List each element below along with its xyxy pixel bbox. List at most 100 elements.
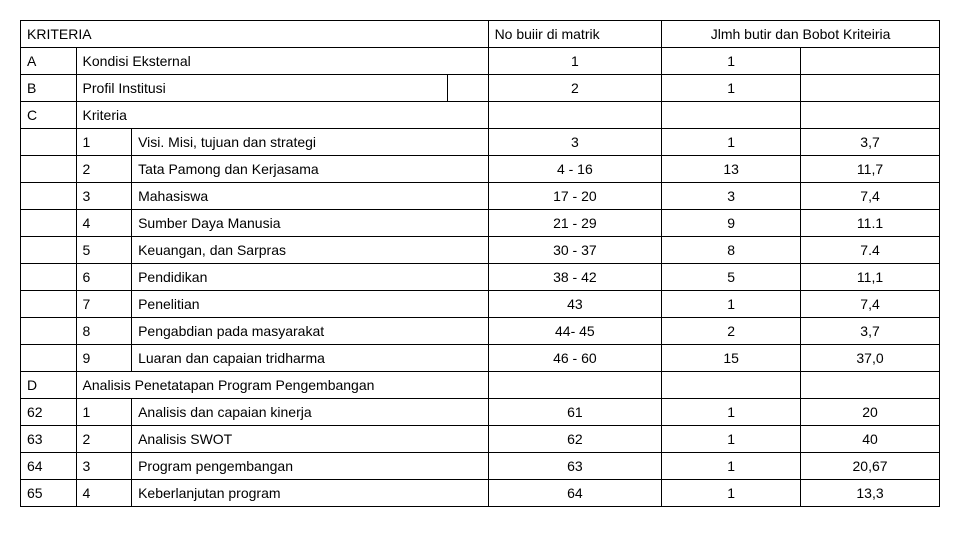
row-c6: 6 Pendidikan 38 - 42 5 11,1 [21, 264, 940, 291]
cell-blank [21, 345, 77, 372]
cell-blank [21, 318, 77, 345]
cell-code: 63 [21, 426, 77, 453]
cell-desc: Sumber Daya Manusia [132, 210, 488, 237]
row-d3: 64 3 Program pengembangan 63 1 20,67 [21, 453, 940, 480]
cell-n: 1 [76, 399, 132, 426]
cell-desc-text: Profil Institusi [83, 80, 166, 96]
cell-n: 1 [76, 129, 132, 156]
cell-no: 61 [488, 399, 662, 426]
cell-desc: Mahasiswa [132, 183, 488, 210]
cell-j1: 1 [662, 480, 801, 507]
row-c9: 9 Luaran dan capaian tridharma 46 - 60 1… [21, 345, 940, 372]
cell-j1: 1 [662, 75, 801, 102]
cell-desc: Analisis dan capaian kinerja [132, 399, 488, 426]
row-a: A Kondisi Eksternal 1 1 [21, 48, 940, 75]
row-d: D Analisis Penetatapan Program Pengemban… [21, 372, 940, 399]
cell-desc: Profil Institusi [76, 75, 488, 102]
cell-j1: 1 [662, 48, 801, 75]
cell-j1: 15 [662, 345, 801, 372]
cell-desc: Pengabdian pada masyarakat [132, 318, 488, 345]
row-c3: 3 Mahasiswa 17 - 20 3 7,4 [21, 183, 940, 210]
cell-j1: 9 [662, 210, 801, 237]
cell-code: B [21, 75, 77, 102]
cell-desc: Kondisi Eksternal [76, 48, 488, 75]
cell-code: 64 [21, 453, 77, 480]
cell-n: 4 [76, 210, 132, 237]
row-c7: 7 Penelitian 43 1 7,4 [21, 291, 940, 318]
cell-no: 44- 45 [488, 318, 662, 345]
cell-j1: 1 [662, 426, 801, 453]
cell-no: 3 [488, 129, 662, 156]
cell-n: 3 [76, 453, 132, 480]
cell-blank [21, 129, 77, 156]
cell-no: 43 [488, 291, 662, 318]
cell-j2: 13,3 [801, 480, 940, 507]
cell-j2: 11.1 [801, 210, 940, 237]
cell-blank [21, 156, 77, 183]
header-kriteria: KRITERIA [21, 21, 489, 48]
row-c5: 5 Keuangan, dan Sarpras 30 - 37 8 7.4 [21, 237, 940, 264]
cell-n: 6 [76, 264, 132, 291]
cell-j2 [801, 102, 940, 129]
row-c2: 2 Tata Pamong dan Kerjasama 4 - 16 13 11… [21, 156, 940, 183]
row-c4: 4 Sumber Daya Manusia 21 - 29 9 11.1 [21, 210, 940, 237]
cell-j1: 1 [662, 129, 801, 156]
cell-blank [21, 291, 77, 318]
cell-n: 2 [76, 426, 132, 453]
cell-desc: Keuangan, dan Sarpras [132, 237, 488, 264]
cell-j1: 3 [662, 183, 801, 210]
cell-blank [21, 237, 77, 264]
cell-j1: 1 [662, 453, 801, 480]
cell-no: 4 - 16 [488, 156, 662, 183]
cell-blank [21, 264, 77, 291]
cell-no [488, 102, 662, 129]
header-nobutir: No buiir di matrik [488, 21, 662, 48]
cell-j2: 20,67 [801, 453, 940, 480]
cell-j2: 7,4 [801, 183, 940, 210]
cell-j2: 37,0 [801, 345, 940, 372]
cell-desc: Kriteria [76, 102, 488, 129]
cell-j2: 11,7 [801, 156, 940, 183]
cell-no [488, 372, 662, 399]
cell-j2: 40 [801, 426, 940, 453]
cell-j1: 8 [662, 237, 801, 264]
row-c8: 8 Pengabdian pada masyarakat 44- 45 2 3,… [21, 318, 940, 345]
cell-no: 30 - 37 [488, 237, 662, 264]
cell-no: 21 - 29 [488, 210, 662, 237]
row-d2: 63 2 Analisis SWOT 62 1 40 [21, 426, 940, 453]
cell-n: 9 [76, 345, 132, 372]
cell-j1 [662, 372, 801, 399]
cell-no: 38 - 42 [488, 264, 662, 291]
cell-n: 5 [76, 237, 132, 264]
cell-n: 7 [76, 291, 132, 318]
cell-n: 8 [76, 318, 132, 345]
cell-desc: Pendidikan [132, 264, 488, 291]
cell-desc: Visi. Misi, tujuan dan strategi [132, 129, 488, 156]
cell-desc: Keberlanjutan program [132, 480, 488, 507]
cell-code: D [21, 372, 77, 399]
cell-no: 2 [488, 75, 662, 102]
cell-code: 65 [21, 480, 77, 507]
cell-no: 64 [488, 480, 662, 507]
cell-j2: 7,4 [801, 291, 940, 318]
cell-code: C [21, 102, 77, 129]
cell-j1: 1 [662, 399, 801, 426]
row-d1: 62 1 Analisis dan capaian kinerja 61 1 2… [21, 399, 940, 426]
row-c1: 1 Visi. Misi, tujuan dan strategi 3 1 3,… [21, 129, 940, 156]
cell-j2: 7.4 [801, 237, 940, 264]
cell-desc: Tata Pamong dan Kerjasama [132, 156, 488, 183]
cell-no: 1 [488, 48, 662, 75]
row-d4: 65 4 Keberlanjutan program 64 1 13,3 [21, 480, 940, 507]
cell-j1: 13 [662, 156, 801, 183]
cell-j2: 20 [801, 399, 940, 426]
cell-blank [21, 183, 77, 210]
header-row: KRITERIA No buiir di matrik Jlmh butir d… [21, 21, 940, 48]
cell-code: 62 [21, 399, 77, 426]
cell-blank [21, 210, 77, 237]
cell-no: 17 - 20 [488, 183, 662, 210]
cell-no: 62 [488, 426, 662, 453]
row-c: C Kriteria [21, 102, 940, 129]
cell-j1: 1 [662, 291, 801, 318]
header-jml: Jlmh butir dan Bobot Kriteiria [662, 21, 940, 48]
cell-n: 3 [76, 183, 132, 210]
